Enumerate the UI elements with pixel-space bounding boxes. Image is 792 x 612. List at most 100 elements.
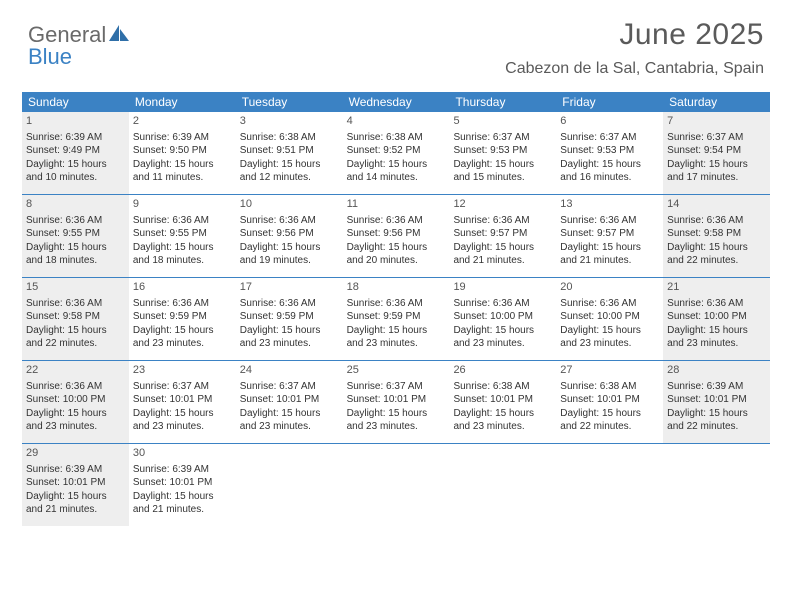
- weekday-header: Thursday: [449, 92, 556, 112]
- day-detail: Sunrise: 6:39 AM: [133, 131, 232, 145]
- day-detail: Sunset: 10:01 PM: [347, 393, 446, 407]
- day-number: 14: [667, 197, 766, 212]
- day-detail: Sunset: 9:56 PM: [347, 227, 446, 241]
- day-detail: Sunrise: 6:36 AM: [133, 214, 232, 228]
- day-number: 10: [240, 197, 339, 212]
- day-detail: Sunrise: 6:36 AM: [560, 214, 659, 228]
- day-cell: 30Sunrise: 6:39 AMSunset: 10:01 PMDaylig…: [129, 444, 236, 526]
- day-detail: Daylight: 15 hours: [26, 490, 125, 504]
- day-detail: Sunrise: 6:37 AM: [240, 380, 339, 394]
- day-cell: 19Sunrise: 6:36 AMSunset: 10:00 PMDaylig…: [449, 278, 556, 360]
- weeks-container: 1Sunrise: 6:39 AMSunset: 9:49 PMDaylight…: [22, 112, 770, 526]
- day-detail: Sunrise: 6:37 AM: [560, 131, 659, 145]
- calendar: Sunday Monday Tuesday Wednesday Thursday…: [22, 92, 770, 526]
- day-detail: Sunset: 9:59 PM: [240, 310, 339, 324]
- day-detail: and 23 minutes.: [133, 420, 232, 434]
- weekday-header: Sunday: [22, 92, 129, 112]
- day-detail: Sunset: 9:55 PM: [26, 227, 125, 241]
- day-detail: and 23 minutes.: [667, 337, 766, 351]
- day-detail: and 17 minutes.: [667, 171, 766, 185]
- page-title: June 2025: [505, 18, 764, 52]
- day-detail: and 11 minutes.: [133, 171, 232, 185]
- day-detail: Sunset: 10:00 PM: [667, 310, 766, 324]
- day-detail: and 23 minutes.: [453, 337, 552, 351]
- day-cell: 16Sunrise: 6:36 AMSunset: 9:59 PMDayligh…: [129, 278, 236, 360]
- logo: General Blue: [28, 24, 130, 68]
- day-cell: 6Sunrise: 6:37 AMSunset: 9:53 PMDaylight…: [556, 112, 663, 194]
- day-number: 21: [667, 280, 766, 295]
- day-detail: and 10 minutes.: [26, 171, 125, 185]
- logo-text: General Blue: [28, 24, 130, 68]
- day-detail: and 22 minutes.: [667, 254, 766, 268]
- day-detail: Sunrise: 6:36 AM: [667, 214, 766, 228]
- day-detail: Sunrise: 6:39 AM: [667, 380, 766, 394]
- day-detail: Sunrise: 6:36 AM: [453, 297, 552, 311]
- day-number: 20: [560, 280, 659, 295]
- day-detail: and 23 minutes.: [26, 420, 125, 434]
- day-cell: 5Sunrise: 6:37 AMSunset: 9:53 PMDaylight…: [449, 112, 556, 194]
- day-detail: Daylight: 15 hours: [26, 241, 125, 255]
- day-cell: [449, 444, 556, 526]
- day-detail: Sunset: 9:58 PM: [26, 310, 125, 324]
- day-detail: Sunrise: 6:38 AM: [560, 380, 659, 394]
- day-detail: Sunrise: 6:38 AM: [240, 131, 339, 145]
- day-cell: 11Sunrise: 6:36 AMSunset: 9:56 PMDayligh…: [343, 195, 450, 277]
- day-detail: Daylight: 15 hours: [347, 407, 446, 421]
- week-row: 22Sunrise: 6:36 AMSunset: 10:00 PMDaylig…: [22, 360, 770, 443]
- day-detail: and 23 minutes.: [347, 337, 446, 351]
- week-row: 8Sunrise: 6:36 AMSunset: 9:55 PMDaylight…: [22, 194, 770, 277]
- day-detail: and 21 minutes.: [133, 503, 232, 517]
- weekday-header: Monday: [129, 92, 236, 112]
- day-cell: 24Sunrise: 6:37 AMSunset: 10:01 PMDaylig…: [236, 361, 343, 443]
- day-cell: 13Sunrise: 6:36 AMSunset: 9:57 PMDayligh…: [556, 195, 663, 277]
- day-cell: 23Sunrise: 6:37 AMSunset: 10:01 PMDaylig…: [129, 361, 236, 443]
- day-detail: and 23 minutes.: [347, 420, 446, 434]
- day-detail: Sunset: 9:51 PM: [240, 144, 339, 158]
- day-detail: Sunset: 9:54 PM: [667, 144, 766, 158]
- day-detail: Sunset: 10:00 PM: [560, 310, 659, 324]
- day-detail: and 23 minutes.: [560, 337, 659, 351]
- day-detail: Daylight: 15 hours: [560, 158, 659, 172]
- day-cell: 27Sunrise: 6:38 AMSunset: 10:01 PMDaylig…: [556, 361, 663, 443]
- day-number: 8: [26, 197, 125, 212]
- day-number: 6: [560, 114, 659, 129]
- day-number: 22: [26, 363, 125, 378]
- day-detail: Sunset: 10:00 PM: [453, 310, 552, 324]
- day-detail: Daylight: 15 hours: [26, 324, 125, 338]
- day-detail: Sunset: 9:57 PM: [453, 227, 552, 241]
- week-row: 1Sunrise: 6:39 AMSunset: 9:49 PMDaylight…: [22, 112, 770, 194]
- day-detail: Sunset: 9:57 PM: [560, 227, 659, 241]
- day-detail: Daylight: 15 hours: [667, 158, 766, 172]
- day-detail: Daylight: 15 hours: [26, 158, 125, 172]
- logo-text-2: Blue: [28, 44, 72, 69]
- day-number: 30: [133, 446, 232, 461]
- weekday-header: Friday: [556, 92, 663, 112]
- location-text: Cabezon de la Sal, Cantabria, Spain: [505, 60, 764, 78]
- day-detail: and 19 minutes.: [240, 254, 339, 268]
- day-detail: and 23 minutes.: [453, 420, 552, 434]
- day-cell: 8Sunrise: 6:36 AMSunset: 9:55 PMDaylight…: [22, 195, 129, 277]
- day-detail: Daylight: 15 hours: [133, 407, 232, 421]
- header: General Blue June 2025 Cabezon de la Sal…: [0, 0, 792, 86]
- day-detail: Sunrise: 6:36 AM: [26, 297, 125, 311]
- day-cell: 28Sunrise: 6:39 AMSunset: 10:01 PMDaylig…: [663, 361, 770, 443]
- day-cell: 26Sunrise: 6:38 AMSunset: 10:01 PMDaylig…: [449, 361, 556, 443]
- day-number: 9: [133, 197, 232, 212]
- day-detail: Sunrise: 6:36 AM: [240, 297, 339, 311]
- day-number: 1: [26, 114, 125, 129]
- weekday-header-row: Sunday Monday Tuesday Wednesday Thursday…: [22, 92, 770, 112]
- day-cell: [556, 444, 663, 526]
- day-detail: Sunset: 10:01 PM: [453, 393, 552, 407]
- day-number: 3: [240, 114, 339, 129]
- day-detail: Sunrise: 6:39 AM: [26, 131, 125, 145]
- day-number: 18: [347, 280, 446, 295]
- day-detail: Sunset: 9:58 PM: [667, 227, 766, 241]
- day-detail: Daylight: 15 hours: [560, 407, 659, 421]
- day-detail: Sunset: 10:00 PM: [26, 393, 125, 407]
- day-cell: 10Sunrise: 6:36 AMSunset: 9:56 PMDayligh…: [236, 195, 343, 277]
- day-detail: Daylight: 15 hours: [667, 241, 766, 255]
- day-detail: Sunset: 9:53 PM: [453, 144, 552, 158]
- day-cell: [663, 444, 770, 526]
- day-detail: Daylight: 15 hours: [240, 407, 339, 421]
- day-cell: 17Sunrise: 6:36 AMSunset: 9:59 PMDayligh…: [236, 278, 343, 360]
